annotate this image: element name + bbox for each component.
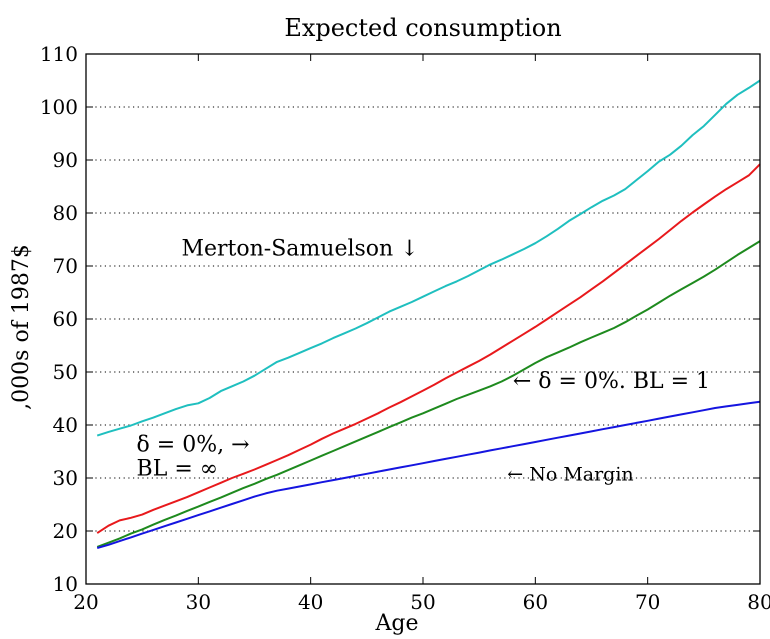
x-axis-label: Age — [375, 611, 419, 636]
y-tick-label-30: 30 — [53, 466, 78, 490]
y-tick-label-60: 60 — [53, 307, 78, 331]
y-tick-label-40: 40 — [53, 413, 78, 437]
chart-title: Expected consumption — [284, 14, 561, 42]
plot-frame — [85, 53, 761, 585]
annotation-0: Merton-Samuelson ↓ — [181, 236, 418, 261]
x-tick-label-80: 80 — [747, 590, 770, 614]
series-lines — [96, 79, 761, 549]
annotations: Merton-Samuelson ↓ ← δ = 0%. BL = 1 δ = 0%… — [137, 236, 711, 485]
y-tick-label-110: 110 — [40, 42, 78, 66]
y-tick-label-90: 90 — [53, 148, 78, 172]
series-line-1 — [96, 163, 761, 534]
y-axis-label: ,000s of 1987$ — [9, 244, 34, 410]
series-line-3 — [96, 400, 761, 549]
y-tick-label-70: 70 — [53, 254, 78, 278]
y-tick-label-50: 50 — [53, 360, 78, 384]
series-line-2 — [96, 240, 761, 548]
annotation-1: ← δ = 0%. BL = 1 — [513, 369, 710, 394]
x-tick-label-60: 60 — [523, 590, 548, 614]
annotation-3: BL = ∞ — [137, 456, 219, 481]
x-tick-label-40: 40 — [298, 590, 323, 614]
x-tick-label-30: 30 — [186, 590, 211, 614]
series-line-0 — [96, 79, 761, 437]
annotation-2: δ = 0%, → — [137, 433, 250, 458]
y-tick-label-80: 80 — [53, 201, 78, 225]
y-tick-label-100: 100 — [40, 95, 78, 119]
x-tick-label-70: 70 — [635, 590, 660, 614]
y-tick-label-10: 10 — [53, 572, 78, 596]
annotation-4: ← No Margin — [507, 464, 633, 486]
x-tick-label-20: 20 — [73, 590, 98, 614]
y-tick-label-20: 20 — [53, 519, 78, 543]
x-tick-label-50: 50 — [410, 590, 435, 614]
